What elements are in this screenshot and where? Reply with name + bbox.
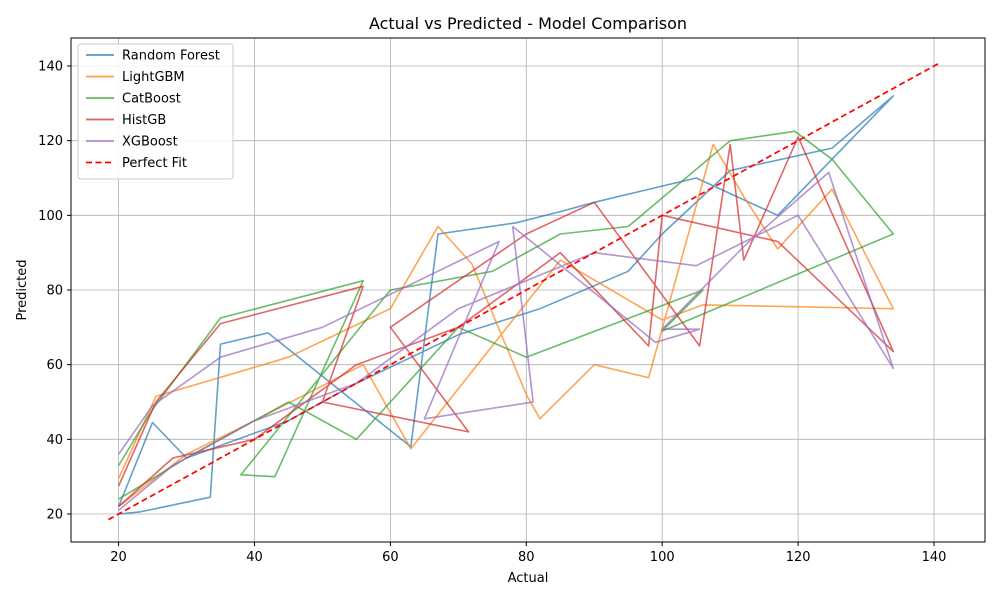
x-tick-label: 20: [110, 550, 127, 565]
series-line-xgboost: [117, 171, 895, 511]
y-tick-label: 20: [46, 508, 63, 523]
y-tick-label: 100: [38, 209, 63, 224]
y-tick-label: 80: [46, 284, 63, 299]
legend-label: XGBoost: [122, 135, 178, 150]
y-tick-label: 40: [46, 433, 63, 448]
x-axis-label: Actual: [508, 571, 549, 586]
x-tick-label: 140: [922, 550, 947, 565]
x-tick-label: 100: [650, 550, 675, 565]
legend-box: [77, 43, 234, 180]
legend-label: Perfect Fit: [122, 156, 187, 171]
series-line-histgb: [117, 136, 895, 508]
legend-label: HistGB: [122, 113, 166, 128]
series-line-lightgbm: [117, 143, 895, 508]
y-tick-label: 60: [46, 358, 63, 373]
x-tick-label: 40: [246, 550, 263, 565]
chart-title: Actual vs Predicted - Model Comparison: [369, 14, 687, 33]
x-tick-label: 60: [382, 550, 399, 565]
legend-label: Random Forest: [122, 49, 220, 64]
y-tick-label: 120: [38, 134, 63, 149]
y-axis-label: Predicted: [15, 259, 30, 320]
x-tick-label: 120: [786, 550, 811, 565]
series-layer: [117, 95, 895, 515]
x-tick-label: 80: [518, 550, 535, 565]
series-line-catboost: [117, 130, 895, 500]
legend-label: LightGBM: [122, 70, 185, 85]
reference-layer: [107, 61, 942, 521]
ticks: 20 40 60 80 100 120 140 20 40 60 80 100 120 140: [38, 60, 946, 566]
perfect-fit-line: [107, 61, 942, 521]
legend: Random Forest LightGBM CatBoost HistGB XGBoo…: [77, 43, 234, 180]
legend-label: CatBoost: [122, 92, 181, 107]
y-tick-label: 140: [38, 60, 63, 75]
